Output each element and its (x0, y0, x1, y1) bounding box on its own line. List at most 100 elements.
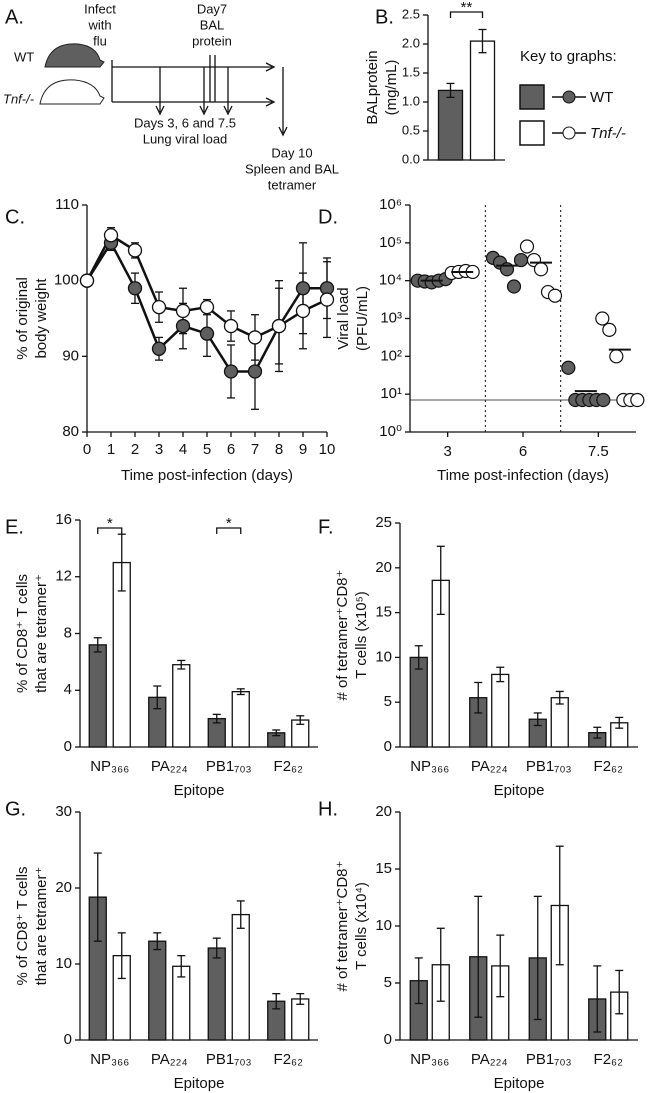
y-axis-label: (PFU/mL) (354, 286, 371, 351)
bar (291, 998, 310, 1041)
data-point (595, 311, 610, 326)
step-label: Lung viral load (143, 131, 228, 146)
significance-label: ** (461, 0, 473, 16)
data-point (547, 288, 563, 303)
y-tick-label: 2.0 (402, 35, 420, 50)
y-tick-label: 0.5 (402, 122, 420, 137)
x-tick-label: PB1₇₀₃ (526, 758, 572, 775)
data-point (609, 349, 624, 364)
bar (172, 664, 191, 748)
step-label: Days 3, 6 and 7.5 (134, 115, 236, 130)
y-axis-label: that are tetramer⁺ (33, 867, 50, 986)
y-tick-label: 4 (64, 681, 72, 698)
key-title: Key to graphs: (520, 48, 617, 65)
data-point (247, 330, 263, 345)
y-axis-label: % of CD8⁺ T cells (14, 574, 31, 693)
y-tick-label: 15 (375, 604, 392, 621)
y-axis-label: that are tetramer⁺ (33, 574, 50, 693)
data-point (602, 322, 617, 337)
x-tick-label: 0 (83, 441, 91, 458)
y-tick-label: 5 (384, 693, 392, 710)
data-point (519, 239, 535, 254)
chart-panel: D. 10⁰ 10¹ 10² 10³ 10⁴ 10⁵ 10⁶ Viral load (PFU/mL… (318, 196, 645, 484)
y-axis-label: Viral load (335, 287, 352, 349)
significance-label: * (107, 515, 113, 532)
panel-letter: D. (318, 206, 338, 228)
x-tick-label: PA₂₂₄ (151, 758, 188, 775)
x-tick-label: PA₂₂₄ (471, 758, 508, 775)
bar (231, 913, 250, 1041)
x-tick-label: PA₂₂₄ (471, 1051, 508, 1068)
data-point (79, 273, 95, 288)
step-label: flu (93, 33, 107, 48)
y-axis-label: (mg/mL) (383, 60, 400, 116)
bar (437, 89, 464, 161)
x-tick-label: 7 (251, 441, 259, 458)
panel-letter: E. (5, 516, 24, 538)
step-label: Day 10 (271, 145, 312, 160)
y-tick-label: 25 (375, 514, 392, 531)
x-tick-label: 1 (107, 441, 115, 458)
data-point (151, 341, 167, 356)
y-tick-label: 20 (375, 559, 392, 576)
x-axis-label: Time post-infection (days) (121, 467, 293, 484)
y-tick-label: 8 (64, 624, 72, 641)
data-point (319, 292, 335, 307)
x-tick-label: PB1₇₀₃ (206, 758, 252, 775)
x-tick-label: 2 (131, 441, 139, 458)
data-point (506, 279, 522, 294)
bar (469, 40, 496, 161)
x-axis-label: Time post-infection (days) (437, 467, 609, 484)
y-tick-label: 10¹ (380, 385, 402, 402)
y-tick-label: 10³ (380, 309, 402, 326)
x-tick-label: 5 (203, 441, 211, 458)
y-axis-label: % of CD8⁺ T cells (14, 866, 31, 985)
x-tick-label: PA₂₂₄ (151, 1051, 188, 1068)
data-point (199, 299, 215, 315)
data-point (223, 364, 239, 379)
panel-letter: F. (318, 516, 334, 538)
x-axis-label: Epitope (494, 782, 545, 799)
data-point (151, 299, 167, 315)
x-axis-label: Epitope (494, 1075, 545, 1092)
y-tick-label: 20 (55, 879, 72, 896)
data-point (175, 318, 191, 334)
step-label: Infect (84, 1, 116, 16)
chart-panel: H. 0 5 10 15 20 # of tetramer⁺CD8⁺ T cells (x10… (318, 798, 638, 1092)
y-tick-label: 30 (55, 803, 72, 820)
panel-letter: B. (375, 6, 394, 28)
bar (207, 947, 226, 1041)
x-tick-label: NP₃₆₆ (410, 1051, 449, 1068)
y-tick-label: 80 (62, 423, 79, 440)
y-axis-label: T cells (x10⁴) (353, 882, 370, 970)
y-tick-label: 0 (384, 1031, 392, 1048)
data-point (561, 360, 576, 375)
significance-bracket (216, 527, 242, 534)
x-axis-label: Epitope (174, 782, 225, 799)
data-point (103, 228, 119, 243)
y-tick-label: 1.5 (402, 64, 420, 79)
panel-letter: G. (5, 798, 26, 820)
x-tick-label: F2₆₂ (594, 1051, 624, 1068)
group-label: Tnf-/- (3, 91, 35, 106)
data-point (199, 326, 215, 341)
significance-bracket (97, 527, 123, 534)
x-tick-label: 3 (155, 441, 163, 458)
y-tick-label: 10⁵ (379, 234, 402, 251)
step-label: tetramer (268, 177, 317, 192)
x-tick-label: 8 (275, 441, 283, 458)
y-tick-label: 0.0 (402, 151, 420, 166)
data-point (295, 303, 311, 319)
x-tick-label: 10 (319, 441, 336, 458)
bar (148, 940, 167, 1041)
bar (491, 673, 510, 748)
significance-bracket (449, 11, 484, 18)
x-tick-label: F2₆₂ (274, 758, 304, 775)
data-point (223, 318, 239, 334)
data-point (271, 318, 287, 334)
y-axis-label: # of tetramer⁺CD8⁺ (334, 861, 351, 992)
chart-panel: B. 0.0 0.5 1.0 1.5 2.0 2.5 BALprotein (mg/mL) ** (364, 0, 505, 166)
bar (550, 697, 569, 748)
data-point (596, 392, 611, 408)
data-point (630, 392, 645, 408)
